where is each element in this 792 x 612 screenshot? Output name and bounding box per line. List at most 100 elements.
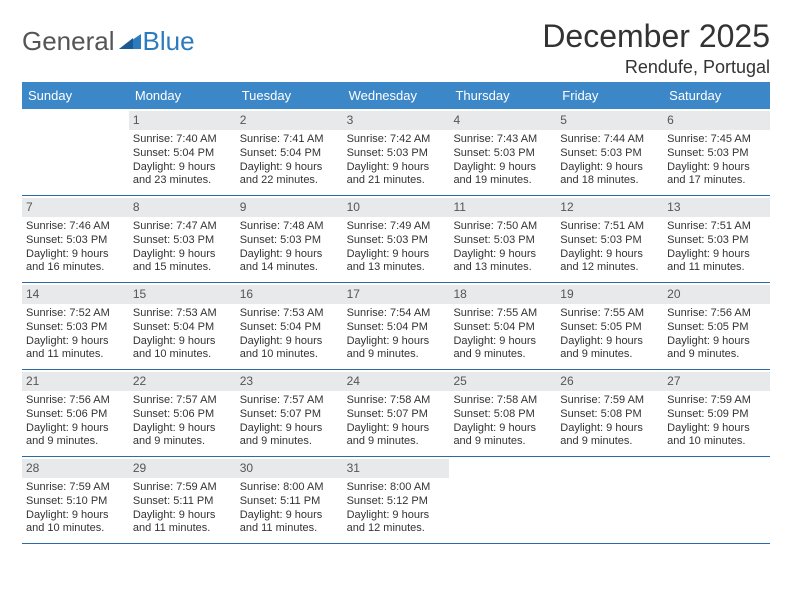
day-number: 16 [236,285,343,304]
sunset-line: Sunset: 5:07 PM [240,408,339,422]
calendar-cell: 11Sunrise: 7:50 AMSunset: 5:03 PMDayligh… [449,196,556,282]
daylight-line: Daylight: 9 hours and 13 minutes. [453,248,552,276]
week-row: 7Sunrise: 7:46 AMSunset: 5:03 PMDaylight… [22,196,770,283]
daylight-line: Daylight: 9 hours and 19 minutes. [453,161,552,189]
day-number: 31 [343,459,450,478]
daylight-line: Daylight: 9 hours and 11 minutes. [133,509,232,537]
day-header-cell: Thursday [449,82,556,109]
day-number: 1 [129,111,236,130]
day-number: 7 [22,198,129,217]
day-number: 17 [343,285,450,304]
daylight-line: Daylight: 9 hours and 10 minutes. [133,335,232,363]
day-header-cell: Monday [129,82,236,109]
daylight-line: Daylight: 9 hours and 22 minutes. [240,161,339,189]
calendar-cell: 2Sunrise: 7:41 AMSunset: 5:04 PMDaylight… [236,109,343,195]
sunset-line: Sunset: 5:03 PM [453,147,552,161]
daylight-line: Daylight: 9 hours and 15 minutes. [133,248,232,276]
calendar-cell: 12Sunrise: 7:51 AMSunset: 5:03 PMDayligh… [556,196,663,282]
calendar-cell: 18Sunrise: 7:55 AMSunset: 5:04 PMDayligh… [449,283,556,369]
sunset-line: Sunset: 5:03 PM [26,321,125,335]
day-number: 9 [236,198,343,217]
sunset-line: Sunset: 5:03 PM [667,147,766,161]
sunset-line: Sunset: 5:11 PM [240,495,339,509]
calendar-cell: 21Sunrise: 7:56 AMSunset: 5:06 PMDayligh… [22,370,129,456]
daylight-line: Daylight: 9 hours and 9 minutes. [453,422,552,450]
daylight-line: Daylight: 9 hours and 17 minutes. [667,161,766,189]
day-header-cell: Wednesday [343,82,450,109]
daylight-line: Daylight: 9 hours and 12 minutes. [560,248,659,276]
sunset-line: Sunset: 5:06 PM [26,408,125,422]
daylight-line: Daylight: 9 hours and 9 minutes. [453,335,552,363]
calendar-cell: 22Sunrise: 7:57 AMSunset: 5:06 PMDayligh… [129,370,236,456]
sunset-line: Sunset: 5:03 PM [453,234,552,248]
sunrise-line: Sunrise: 7:55 AM [453,307,552,321]
day-header-cell: Saturday [663,82,770,109]
sunset-line: Sunset: 5:03 PM [560,147,659,161]
daylight-line: Daylight: 9 hours and 11 minutes. [240,509,339,537]
daylight-line: Daylight: 9 hours and 9 minutes. [240,422,339,450]
sunrise-line: Sunrise: 7:47 AM [133,220,232,234]
day-number: 10 [343,198,450,217]
daylight-line: Daylight: 9 hours and 14 minutes. [240,248,339,276]
calendar-cell: 13Sunrise: 7:51 AMSunset: 5:03 PMDayligh… [663,196,770,282]
calendar-cell: 10Sunrise: 7:49 AMSunset: 5:03 PMDayligh… [343,196,450,282]
sunrise-line: Sunrise: 7:59 AM [560,394,659,408]
calendar-cell: 31Sunrise: 8:00 AMSunset: 5:12 PMDayligh… [343,457,450,543]
sunset-line: Sunset: 5:04 PM [240,321,339,335]
calendar-cell: 24Sunrise: 7:58 AMSunset: 5:07 PMDayligh… [343,370,450,456]
sunrise-line: Sunrise: 7:56 AM [26,394,125,408]
daylight-line: Daylight: 9 hours and 16 minutes. [26,248,125,276]
sunset-line: Sunset: 5:07 PM [347,408,446,422]
calendar-cell: 23Sunrise: 7:57 AMSunset: 5:07 PMDayligh… [236,370,343,456]
day-number: 21 [22,372,129,391]
daylight-line: Daylight: 9 hours and 11 minutes. [667,248,766,276]
day-number: 22 [129,372,236,391]
sunset-line: Sunset: 5:08 PM [453,408,552,422]
sunrise-line: Sunrise: 7:45 AM [667,133,766,147]
sunrise-line: Sunrise: 7:41 AM [240,133,339,147]
day-number: 26 [556,372,663,391]
day-number: 2 [236,111,343,130]
month-title: December 2025 [542,18,770,55]
day-number: 30 [236,459,343,478]
sunrise-line: Sunrise: 7:44 AM [560,133,659,147]
sunrise-line: Sunrise: 7:48 AM [240,220,339,234]
brand-triangle-icon [119,26,141,57]
sunrise-line: Sunrise: 7:55 AM [560,307,659,321]
day-number: 20 [663,285,770,304]
day-number: 13 [663,198,770,217]
daylight-line: Daylight: 9 hours and 10 minutes. [667,422,766,450]
sunset-line: Sunset: 5:03 PM [667,234,766,248]
week-row: .1Sunrise: 7:40 AMSunset: 5:04 PMDayligh… [22,109,770,196]
calendar-cell: 7Sunrise: 7:46 AMSunset: 5:03 PMDaylight… [22,196,129,282]
sunrise-line: Sunrise: 8:00 AM [240,481,339,495]
sunset-line: Sunset: 5:03 PM [347,234,446,248]
brand-name-1: General [22,26,115,57]
calendar-cell: 6Sunrise: 7:45 AMSunset: 5:03 PMDaylight… [663,109,770,195]
day-number: 14 [22,285,129,304]
sunrise-line: Sunrise: 7:57 AM [133,394,232,408]
calendar-cell: 27Sunrise: 7:59 AMSunset: 5:09 PMDayligh… [663,370,770,456]
daylight-line: Daylight: 9 hours and 21 minutes. [347,161,446,189]
calendar-cell: 16Sunrise: 7:53 AMSunset: 5:04 PMDayligh… [236,283,343,369]
day-number: 11 [449,198,556,217]
calendar-cell: 1Sunrise: 7:40 AMSunset: 5:04 PMDaylight… [129,109,236,195]
calendar-cell: . [663,457,770,543]
day-number: 5 [556,111,663,130]
sunrise-line: Sunrise: 7:49 AM [347,220,446,234]
sunrise-line: Sunrise: 7:43 AM [453,133,552,147]
daylight-line: Daylight: 9 hours and 9 minutes. [347,335,446,363]
week-row: 21 Sunrise: 7:56 AMSunset: 5:06 PM Dayligh… [22,370,770,457]
sunset-line: Sunset: 5:08 PM [560,408,659,422]
calendar-cell: 17Sunrise: 7:54 AMSunset: 5:04 PMDayligh… [343,283,450,369]
day-number: 19 [556,285,663,304]
calendar-cell: . [556,457,663,543]
sunrise-line: Sunrise: 7:53 AM [133,307,232,321]
day-header-row: SundayMondayTuesdayWednesdayThursdayFrid… [22,82,770,109]
daylight-line: Daylight: 9 hours and 23 minutes. [133,161,232,189]
daylight-line: Daylight: 9 hours and 9 minutes. [133,422,232,450]
sunset-line: Sunset: 5:04 PM [453,321,552,335]
day-number: 15 [129,285,236,304]
calendar-cell: 26Sunrise: 7:59 AMSunset: 5:08 PMDayligh… [556,370,663,456]
daylight-line: Daylight: 9 hours and 10 minutes. [240,335,339,363]
